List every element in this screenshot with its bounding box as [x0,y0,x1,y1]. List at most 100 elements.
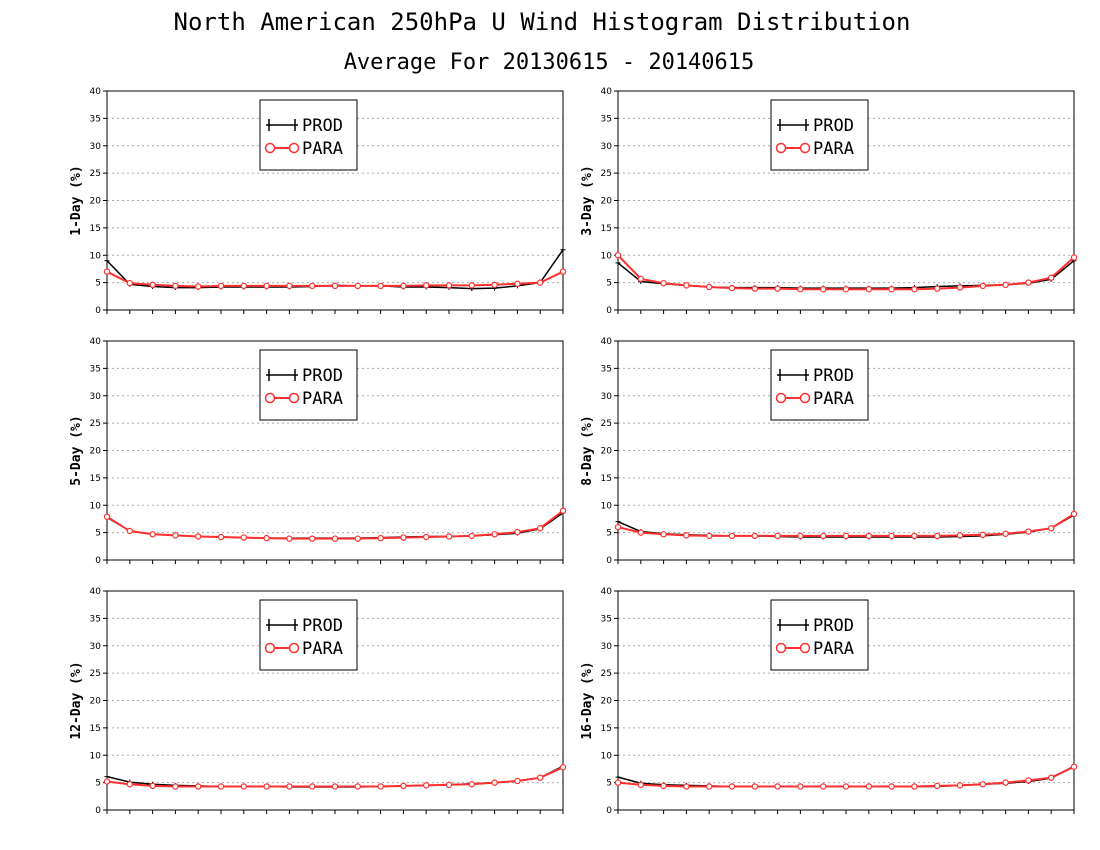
y-tick-label: 15 [90,224,101,234]
y-tick-label: 25 [601,419,612,429]
y-tick-label: 5 [606,279,612,289]
para-point [263,534,270,542]
para-point [614,252,622,259]
para-point [331,535,339,542]
y-tick-label: 10 [90,251,102,261]
y-tick-label: 40 [601,337,613,347]
para-point [1047,274,1055,281]
para-point [491,779,498,786]
y-tick-label: 10 [601,501,613,511]
chart-title: North American 250hPa U Wind Histogram D… [174,8,911,36]
y-tick-label: 0 [95,306,101,316]
para-point [559,268,567,275]
legend-label-prod: PROD [813,616,854,636]
legend-box [259,599,358,671]
legend-marker-para [288,642,300,654]
para-point [400,534,407,541]
y-tick-label: 15 [601,474,612,484]
para-point [934,532,941,540]
para-point [683,783,690,790]
para-point [1002,281,1009,289]
y-tick-label: 30 [601,642,613,652]
legend-marker-para [799,142,811,154]
para-point [240,282,247,290]
para-point [377,783,384,790]
para-point [751,783,759,790]
para-point [423,782,430,789]
para-point [774,285,781,292]
y-tick-label: 40 [90,87,102,97]
para-point [728,783,736,790]
para-point [559,764,567,771]
para-point [103,268,111,275]
plot-frame [617,340,1075,561]
legend-label-para: PARA [302,639,343,659]
legend-marker-para [775,142,787,154]
legend-label-para: PARA [302,139,343,159]
y-tick-label: 5 [95,529,101,539]
y-axis-label: 8-Day (%) [580,415,595,485]
para-point [865,285,873,293]
y-tick-label: 10 [90,751,102,761]
legend-box [770,99,869,171]
y-tick-label: 0 [606,556,612,566]
para-point [559,507,567,514]
panels-group: 0 5 10 15 20 25 30 35 40 1-Day (%) PROD PARA 0 5 10 15 2… [69,87,1078,816]
y-tick-label: 15 [601,224,612,234]
y-tick-label: 20 [601,447,613,457]
para-point [820,285,827,293]
para-point [797,285,804,293]
para-point [194,783,202,790]
y-tick-label: 40 [601,587,613,597]
y-tick-label: 0 [95,806,101,816]
y-tick-label: 25 [90,419,101,429]
para-point [842,532,850,540]
y-tick-label: 35 [90,614,101,624]
legend-marker-para [288,142,300,154]
y-tick-label: 35 [601,364,612,374]
prod-point [615,260,621,266]
legend-marker-para [264,142,276,154]
para-point [1070,254,1078,261]
para-point [286,282,293,290]
para-point [468,282,475,289]
para-point [309,535,316,542]
para-point [194,283,202,290]
legend-box [259,99,358,171]
y-tick-label: 25 [90,669,101,679]
para-point [660,279,667,287]
y-tick-label: 30 [90,642,102,652]
prod-point [104,258,110,264]
para-point [217,282,225,290]
y-tick-label: 5 [606,529,612,539]
plot-frame [106,590,564,811]
para-point [263,783,270,790]
para-point [286,783,293,790]
para-point [1025,528,1032,535]
y-tick-label: 10 [90,501,102,511]
y-axis-label: 3-Day (%) [580,165,595,235]
legend-marker-para [288,392,300,404]
y-tick-label: 0 [606,306,612,316]
para-point [751,532,759,540]
legend-marker-para [775,642,787,654]
para-point [537,774,544,781]
y-tick-label: 40 [90,587,102,597]
legend-label-prod: PROD [302,116,343,136]
para-point [172,783,179,790]
y-tick-label: 35 [601,614,612,624]
para-point [309,783,316,790]
para-point [126,781,134,788]
para-point [445,533,453,540]
legend-box [259,349,358,421]
para-point [149,782,156,790]
y-tick-label: 15 [90,474,101,484]
legend: PROD PARA [259,599,358,671]
y-tick-label: 30 [601,142,613,152]
legend-box [770,349,869,421]
prod-point [560,247,566,253]
para-point [491,531,498,538]
legend-label-prod: PROD [813,366,854,386]
y-tick-label: 30 [90,142,102,152]
